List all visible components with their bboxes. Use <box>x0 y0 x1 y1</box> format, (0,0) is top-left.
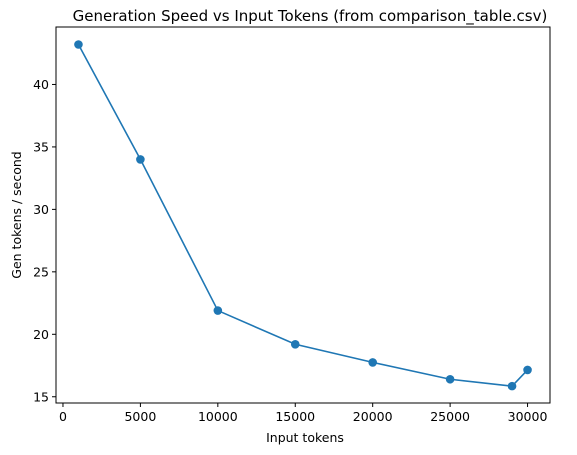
data-point <box>136 155 145 164</box>
x-axis-ticks: 0 5000 10000 15000 20000 25000 30000 <box>59 403 547 424</box>
x-tick-label: 20000 <box>353 409 393 424</box>
y-tick-label: 15 <box>33 389 49 404</box>
y-tick-label: 40 <box>33 77 49 92</box>
x-tick-label: 15000 <box>275 409 315 424</box>
x-axis-label: Input tokens <box>266 430 344 445</box>
y-axis-label: Gen tokens / second <box>9 151 24 278</box>
plot-area <box>56 27 550 403</box>
data-point <box>290 339 300 349</box>
y-axis-ticks: 15 20 25 30 35 40 <box>33 77 56 404</box>
data-point <box>445 374 455 384</box>
x-tick-label: 0 <box>59 409 67 424</box>
data-point <box>74 40 83 49</box>
series-layer <box>74 40 532 391</box>
x-tick-label: 5000 <box>124 409 156 424</box>
data-point <box>368 358 377 367</box>
y-tick-label: 20 <box>33 327 49 342</box>
chart-title: Generation Speed vs Input Tokens (from c… <box>73 7 548 26</box>
data-point <box>507 381 517 391</box>
x-tick-label: 10000 <box>198 409 238 424</box>
data-point <box>523 365 532 375</box>
x-tick-label: 30000 <box>508 409 548 424</box>
y-tick-label: 30 <box>33 202 49 217</box>
series-line <box>77 44 529 387</box>
x-tick-label: 25000 <box>430 409 470 424</box>
plot-frame <box>55 26 551 404</box>
y-tick-label: 25 <box>33 264 49 279</box>
y-tick-label: 35 <box>33 139 49 154</box>
data-point <box>213 306 223 315</box>
